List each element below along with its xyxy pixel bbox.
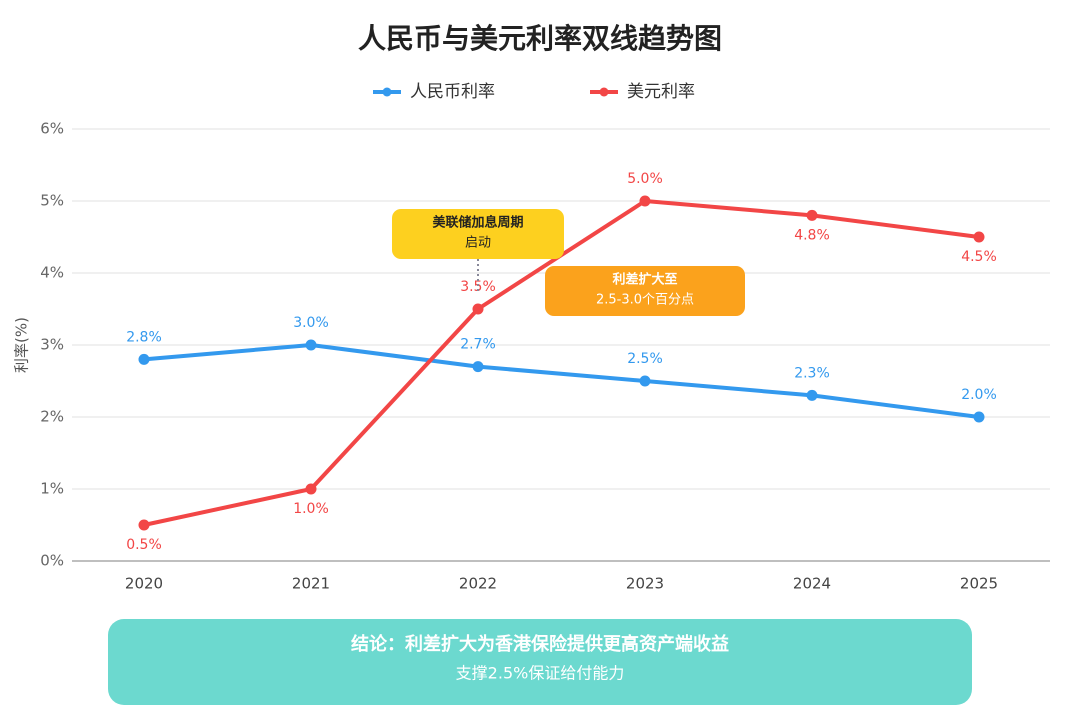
data-label: 5.0%	[627, 171, 663, 187]
annotation-text: 2.5-3.0个百分点	[596, 293, 694, 308]
legend-swatch-dot	[382, 87, 392, 97]
data-label: 3.5%	[460, 279, 496, 295]
annotation-box	[545, 266, 745, 316]
data-point	[472, 361, 484, 373]
x-tick-label: 2025	[960, 575, 998, 593]
y-tick-label: 0%	[40, 552, 64, 570]
series-line	[143, 343, 980, 419]
y-axis-label: 利率(%)	[13, 317, 31, 373]
data-label: 2.3%	[794, 365, 830, 381]
data-point	[639, 195, 651, 207]
y-tick-label: 5%	[40, 192, 64, 210]
data-label: 3.0%	[293, 315, 329, 331]
chart-title: 人民币与美元利率双线趋势图	[358, 22, 722, 55]
y-tick-label: 2%	[40, 408, 64, 426]
annotation-box	[392, 209, 564, 259]
x-tick-label: 2021	[292, 575, 330, 593]
x-tick-label: 2024	[793, 575, 831, 593]
data-point	[305, 339, 317, 351]
y-tick-label: 3%	[40, 336, 64, 354]
data-point	[138, 519, 150, 531]
data-point	[806, 209, 818, 221]
data-label: 2.7%	[460, 337, 496, 353]
y-tick-label: 4%	[40, 264, 64, 282]
conclusion-box	[108, 619, 972, 705]
data-point	[472, 303, 484, 315]
legend-label: 美元利率	[627, 82, 695, 102]
x-tick-label: 2023	[626, 575, 664, 593]
annotation-text: 利差扩大至	[612, 272, 677, 288]
x-tick-label: 2020	[125, 575, 163, 593]
data-label: 0.5%	[126, 537, 162, 553]
data-point	[973, 231, 985, 243]
legend-label: 人民币利率	[410, 82, 495, 102]
y-tick-label: 6%	[40, 120, 64, 138]
data-label: 4.5%	[961, 249, 997, 265]
annotation-text: 美联储加息周期	[432, 215, 523, 231]
x-tick-label: 2022	[459, 575, 497, 593]
annotation-text: 启动	[465, 236, 491, 251]
data-label: 2.5%	[627, 351, 663, 367]
data-point	[138, 353, 150, 365]
data-label: 2.8%	[126, 329, 162, 345]
legend-swatch-dot	[599, 87, 609, 97]
data-point	[305, 483, 317, 495]
data-label: 2.0%	[961, 387, 997, 403]
conclusion-title: 结论：利差扩大为香港保险提供更高资产端收益	[351, 633, 729, 655]
y-tick-label: 1%	[40, 480, 64, 498]
data-point	[806, 389, 818, 401]
data-label: 4.8%	[794, 227, 830, 243]
data-point	[973, 411, 985, 423]
data-point	[639, 375, 651, 387]
data-label: 1.0%	[293, 501, 329, 517]
conclusion-subtitle: 支撑2.5%保证给付能力	[456, 664, 625, 683]
